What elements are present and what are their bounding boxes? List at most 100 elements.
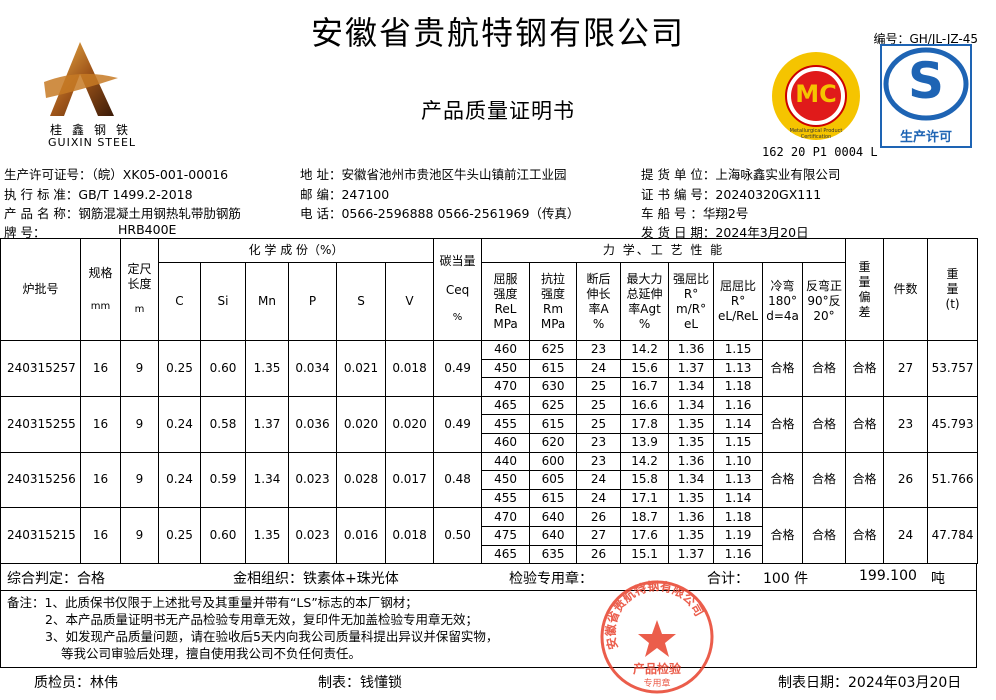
mn-cell: 1.37 — [245, 395, 289, 453]
mech-cell: 1.37 — [668, 544, 715, 565]
quality-table: 炉批号 规格 mm 定尺长度 m 化 学 成 份（%） 碳当量 Ceq% 力 学、工 … — [0, 238, 979, 565]
pieces-cell: 23 — [883, 395, 929, 453]
mech-cell: 455 — [481, 488, 531, 509]
mech-cell: 1.19 — [713, 525, 764, 546]
weight-unit: 吨 — [931, 571, 945, 587]
qs-logo: S 生产许可 — [880, 44, 972, 148]
th-length: 定尺长度 m — [120, 238, 159, 341]
table-row: 470 630 25 16.7 1.34 1.18 — [1, 377, 978, 397]
mech-cell: 17.8 — [620, 414, 670, 434]
mech-cell: 605 — [529, 470, 578, 490]
table-row: 450 605 24 15.8 1.34 1.13 — [1, 470, 978, 490]
mech-cell: 615 — [529, 414, 578, 434]
mech-cell: 1.14 — [713, 414, 764, 434]
notes: 备注：1、此质保书仅限于上述批号及其重量并带有“LS”标志的本厂钢材； 2、本产… — [0, 591, 977, 668]
mech-cell: 620 — [529, 432, 578, 453]
p-cell: 0.036 — [288, 395, 337, 453]
mech-cell: 475 — [481, 525, 531, 546]
mech-cell: 640 — [529, 525, 578, 546]
th-ratio2: 屈屈比R° eL/ReL — [713, 262, 764, 341]
th-c: C — [158, 262, 201, 341]
mech-cell: 23 — [576, 340, 622, 360]
mech-cell: 1.14 — [713, 488, 764, 509]
th-weight: 重量(t) — [927, 238, 979, 341]
mech-cell: 1.15 — [713, 432, 764, 453]
length-cell: 9 — [120, 340, 159, 397]
lot-cell: 240315255 — [0, 395, 81, 453]
stamp-bottom-text: 专用章 — [643, 679, 671, 689]
mc-certification-logo: MC Metallurgical Product Certification — [770, 50, 862, 142]
total-label: 合计： — [707, 571, 749, 587]
mech-cell: 615 — [529, 358, 578, 379]
length-cell: 9 — [120, 451, 159, 509]
total-pieces: 100 件 — [763, 571, 809, 587]
product-name: 产 品 名 称：钢筋混凝土用钢热轧带肋钢筋 — [4, 206, 241, 221]
weight-cell: 51.766 — [927, 451, 979, 509]
mech-cell: 460 — [481, 340, 531, 360]
mech-cell: 625 — [529, 395, 578, 416]
seal-label: 检验专用章： — [509, 571, 593, 587]
logo-cn-text: 桂鑫钢铁 — [50, 123, 139, 137]
mech-cell: 25 — [576, 414, 622, 434]
th-lot: 炉批号 — [0, 238, 81, 341]
logo-en-text: GUIXIN STEEL — [48, 136, 137, 149]
mech-cell: 14.2 — [620, 451, 670, 472]
mech-cell: 1.35 — [668, 414, 715, 434]
th-mn: Mn — [245, 262, 289, 341]
note-1: 备注：1、此质保书仅限于上述批号及其重量并带有“LS”标志的本厂钢材； — [7, 595, 418, 610]
table-row: 240315255 16 9 0.24 0.58 1.37 0.036 0.020 0.020 0… — [0, 395, 979, 453]
mech-cell: 455 — [481, 414, 531, 434]
mech-cell: 470 — [481, 507, 531, 527]
length-cell: 9 — [120, 395, 159, 453]
c-cell: 0.24 — [158, 395, 201, 453]
mech-cell: 13.9 — [620, 432, 670, 453]
note-2: 2、本产品质量证明书无产品检验专用章无效，复印件无加盖检验专用章无效； — [45, 612, 478, 627]
ship-date: 发 货 日 期：2024年3月20日 — [641, 225, 809, 240]
p-cell: 0.023 — [288, 507, 337, 565]
dev-cell: 合格 — [845, 507, 885, 565]
th-length-unit: m — [134, 304, 145, 316]
rebend-cell: 合格 — [802, 451, 847, 509]
th-size-label: 规格 — [88, 265, 113, 280]
pieces-cell: 26 — [883, 451, 929, 509]
document-number: 编号：GH/JL-JZ-45 — [873, 32, 978, 46]
certificate-number: 证 书 编 号：20240320GX111 — [641, 187, 822, 202]
mech-cell: 465 — [481, 544, 531, 565]
rebend-cell: 合格 — [802, 395, 847, 453]
si-cell: 0.59 — [200, 451, 246, 509]
table-row: 240315215 16 9 0.25 0.60 1.35 0.023 0.016 0.018 0… — [0, 507, 979, 565]
mech-cell: 23 — [576, 451, 622, 472]
postcode: 邮 编：247100 — [300, 187, 390, 202]
th-length-label: 定尺长度 — [127, 262, 152, 292]
table-row: 460 620 23 13.9 1.35 1.15 — [1, 432, 978, 453]
grade: HRB400E — [118, 222, 177, 237]
table-row: 240315256 16 9 0.24 0.59 1.34 0.023 0.028 0.017 0… — [0, 451, 979, 509]
vehicle-number: 车 船 号 ：华翔2号 — [641, 206, 749, 221]
s-cell: 0.020 — [336, 395, 386, 453]
pieces-cell: 24 — [883, 507, 929, 565]
mech-cell: 17.1 — [620, 488, 670, 509]
metallographic-structure: 金相组织：铁素体+珠光体 — [233, 571, 399, 587]
mech-cell: 1.10 — [713, 451, 764, 472]
mech-cell: 15.1 — [620, 544, 670, 565]
ceq-cell: 0.48 — [433, 451, 483, 509]
mech-cell: 1.18 — [713, 507, 764, 527]
mech-cell: 1.34 — [668, 377, 715, 397]
verdict: 综合判定：合格 — [7, 571, 105, 587]
ceq-cell: 0.49 — [433, 340, 483, 397]
dev-cell: 合格 — [845, 340, 885, 397]
mech-cell: 25 — [576, 395, 622, 416]
mech-cell: 440 — [481, 451, 531, 472]
mech-cell: 25 — [576, 377, 622, 397]
customer: 提 货 单 位：上海咏鑫实业有限公司 — [641, 167, 841, 182]
mech-cell: 635 — [529, 544, 578, 565]
mech-cell: 450 — [481, 470, 531, 490]
mech-cell: 640 — [529, 507, 578, 527]
th-si: Si — [200, 262, 246, 341]
mech-cell: 24 — [576, 470, 622, 490]
bend-cell: 合格 — [762, 507, 804, 565]
mech-cell: 1.15 — [713, 340, 764, 360]
length-cell: 9 — [120, 507, 159, 565]
mech-cell: 1.35 — [668, 432, 715, 453]
mech-cell: 24 — [576, 488, 622, 509]
